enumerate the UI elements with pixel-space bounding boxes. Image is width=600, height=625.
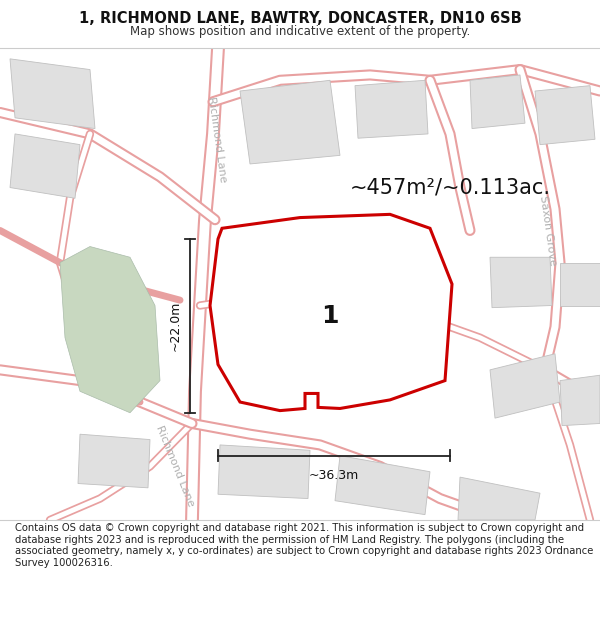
Polygon shape [210,214,452,411]
Polygon shape [78,434,150,488]
Text: ~22.0m: ~22.0m [169,301,182,351]
Polygon shape [458,477,540,520]
Text: Richmond Lane: Richmond Lane [206,96,228,183]
Polygon shape [270,258,355,354]
Polygon shape [10,59,95,129]
Polygon shape [560,375,600,426]
Text: Contains OS data © Crown copyright and database right 2021. This information is : Contains OS data © Crown copyright and d… [15,523,593,568]
Text: Map shows position and indicative extent of the property.: Map shows position and indicative extent… [130,24,470,38]
Polygon shape [10,134,80,198]
Polygon shape [560,262,600,306]
Polygon shape [535,86,595,144]
Text: Saxon Grove: Saxon Grove [538,194,558,266]
Text: ~457m²/~0.113ac.: ~457m²/~0.113ac. [350,177,551,198]
Polygon shape [470,75,525,129]
Polygon shape [490,354,560,418]
Polygon shape [60,246,160,412]
Polygon shape [218,445,310,499]
Polygon shape [240,80,340,164]
Polygon shape [335,456,430,514]
Polygon shape [490,258,552,308]
Text: ~36.3m: ~36.3m [309,469,359,481]
Text: 1: 1 [321,304,339,328]
Text: 1, RICHMOND LANE, BAWTRY, DONCASTER, DN10 6SB: 1, RICHMOND LANE, BAWTRY, DONCASTER, DN1… [79,11,521,26]
Polygon shape [355,80,428,138]
Text: Richmond Lane: Richmond Lane [154,424,196,508]
